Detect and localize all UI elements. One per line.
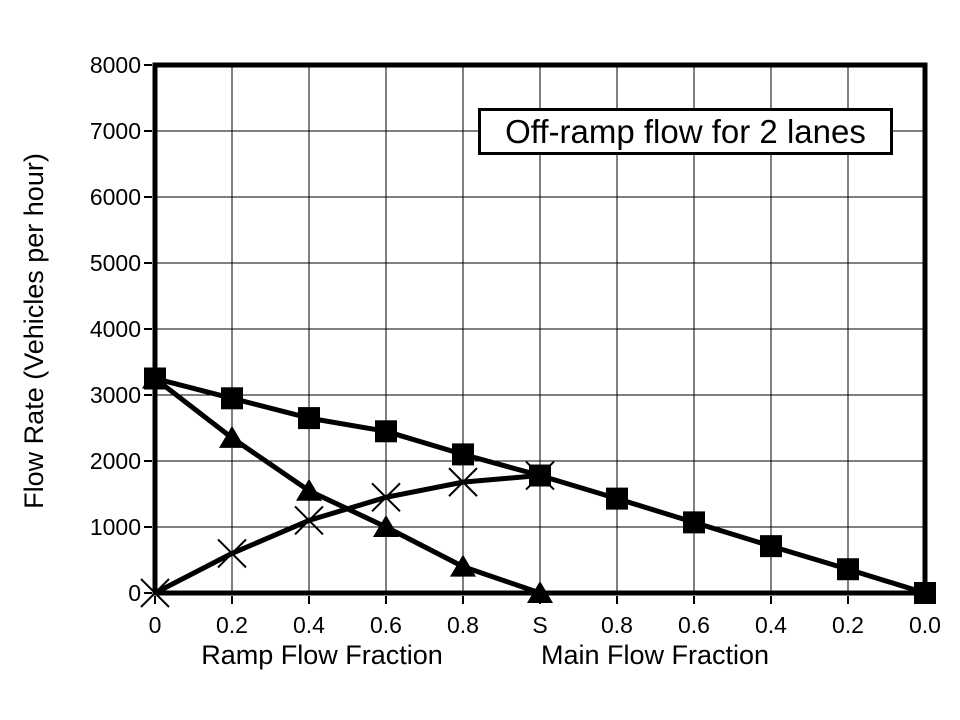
x-tick-label: 0.6 xyxy=(370,612,402,638)
x-tick-label: 0.8 xyxy=(601,612,633,638)
y-tick-label: 3000 xyxy=(90,382,141,408)
square-marker xyxy=(221,387,243,410)
x-marker xyxy=(294,505,324,536)
x-marker xyxy=(140,578,170,608)
x-tick-label: 0.4 xyxy=(755,612,787,638)
square-marker xyxy=(375,420,397,443)
y-tick-label: 7000 xyxy=(90,118,141,144)
x-axis-title-main: Main Flow Fraction xyxy=(540,640,770,670)
x-axis-title-ramp: Ramp Flow Fraction xyxy=(201,640,443,670)
triangle-marker xyxy=(527,581,553,603)
series-x-markers-ramp-side-line xyxy=(152,473,543,596)
x-marker xyxy=(371,482,401,513)
y-tick-label: 0 xyxy=(128,580,141,606)
y-tick-label: 6000 xyxy=(90,184,141,210)
x-marker xyxy=(217,538,247,569)
x-tick-label: 0.6 xyxy=(678,612,710,638)
x-marker xyxy=(448,467,478,497)
x-tick-label: 0.0 xyxy=(909,612,941,638)
triangle-marker xyxy=(142,366,168,389)
y-tick-label: 4000 xyxy=(90,316,141,342)
y-tick-label: 5000 xyxy=(90,250,141,276)
y-tick-label: 2000 xyxy=(90,448,141,474)
x-tick-label: 0.2 xyxy=(216,612,248,638)
square-marker xyxy=(837,558,859,581)
square-marker xyxy=(606,487,628,510)
x-marker xyxy=(525,460,555,491)
triangle-marker xyxy=(296,478,322,501)
y-axis-title: Flow Rate (Vehicles per hour) xyxy=(19,153,49,509)
triangle-marker xyxy=(219,425,245,448)
chart-title: Off-ramp flow for 2 lanes xyxy=(505,112,866,150)
y-tick-label: 8000 xyxy=(90,52,141,78)
x-tick-label: 0.2 xyxy=(832,612,864,638)
square-marker xyxy=(452,443,474,466)
x-tick-label: 0 xyxy=(149,612,162,638)
y-tick-label: 1000 xyxy=(90,514,141,540)
x-tick-label: 0.8 xyxy=(447,612,479,638)
x-tick-label: 0.4 xyxy=(293,612,325,638)
triangle-marker xyxy=(450,554,476,577)
square-marker xyxy=(683,511,705,534)
square-marker xyxy=(760,535,782,558)
square-marker xyxy=(298,407,320,430)
triangle-marker xyxy=(373,515,399,537)
chart-title-box: Off-ramp flow for 2 lanes xyxy=(478,108,893,155)
x-tick-label: S xyxy=(532,612,547,638)
square-marker xyxy=(914,582,936,604)
